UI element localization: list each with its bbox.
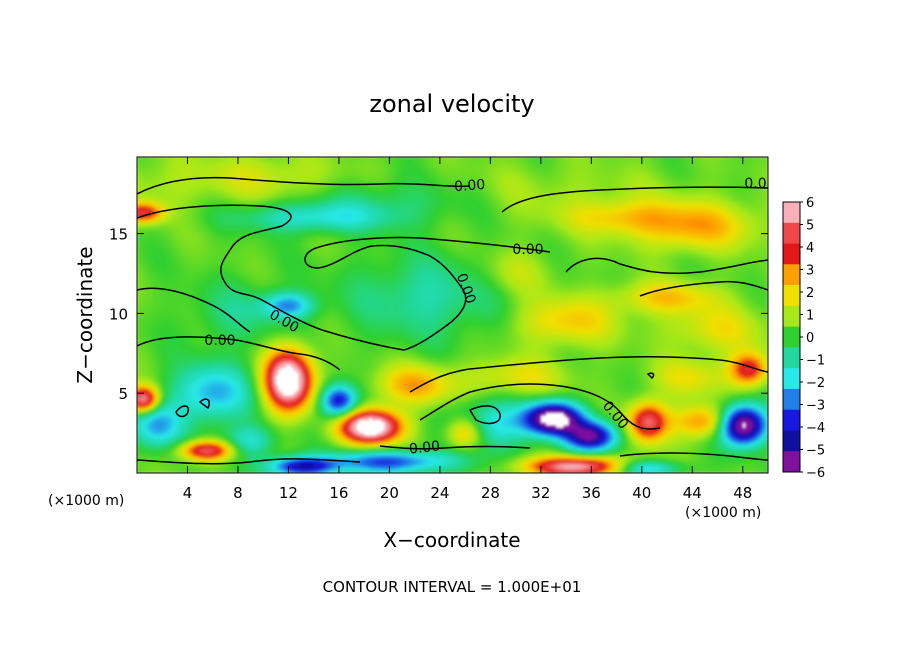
colorbar-swatch: [783, 305, 800, 328]
colorbar-tick-label: 2: [806, 286, 814, 301]
colorbar-swatch: [783, 409, 800, 431]
colorbar-tick-label: 0: [806, 331, 814, 346]
colorbar-swatch: [783, 347, 800, 369]
colorbar-swatch: [783, 285, 800, 307]
x-tick-label: 36: [582, 484, 601, 502]
zero-contour-lines: [137, 176, 768, 465]
chart-title: zonal velocity: [369, 90, 534, 118]
plot-area: 0.000.000.000.000.000.000.000.00: [137, 157, 775, 473]
x-tick-label: 20: [380, 484, 399, 502]
colorbar-tick-label: −5: [806, 444, 825, 459]
colorbar-tick-label: −4: [806, 421, 825, 436]
contour-label: 0.00: [408, 438, 441, 457]
colorbar-tick-label: −3: [806, 399, 825, 414]
colorbar-tick-label: 3: [806, 264, 814, 279]
colorbar-swatch: [783, 202, 800, 224]
plot-frame: [136, 156, 769, 474]
colorbar-tick-label: 4: [806, 241, 814, 256]
colorbar-tick-label: −6: [806, 466, 825, 481]
colorbar-swatch: [783, 368, 800, 390]
x-tick-label: 24: [430, 484, 449, 502]
x-tick-label: 44: [683, 484, 702, 502]
contour-label: 0.00: [512, 242, 543, 258]
x-unit-right: (×1000 m): [685, 505, 761, 521]
x-axis-label: X−coordinate: [383, 528, 520, 552]
y-tick-label: 5: [118, 385, 128, 403]
colorbar-tick-label: 5: [806, 219, 814, 234]
colorbar-tick-label: 6: [806, 196, 814, 211]
colorbar-tick-label: −2: [806, 376, 825, 391]
y-axis-label: Z−coordinate: [73, 246, 97, 383]
colorbar-swatch: [783, 451, 800, 473]
contour-label: 0.00: [204, 333, 235, 349]
y-axis: 5 10 15: [109, 226, 768, 403]
colorbar-swatch: [783, 430, 800, 452]
x-tick-label: 48: [733, 484, 752, 502]
colorbar-swatch: [783, 326, 800, 348]
heatmap-field: [137, 157, 768, 473]
y-tick-label: 15: [109, 226, 128, 244]
colorbar-swatch: [783, 243, 800, 265]
colorbar-swatch: [783, 222, 800, 245]
colorbar: 6 5 4 3 2 1 0 −1 −2 −3 −4 −5 −6: [782, 196, 825, 481]
y-tick-label: 10: [109, 305, 128, 323]
colorbar-tick-label: −1: [806, 354, 825, 369]
x-unit-left: (×1000 m): [48, 493, 124, 509]
x-tick-label: 40: [632, 484, 651, 502]
colorbar-tick-label: 1: [806, 309, 814, 324]
x-tick-label: 8: [233, 484, 243, 502]
x-axis: 4 8 12 16 20 24 28 32 36 40 44 48: [183, 157, 752, 502]
contour-label: 0.00: [454, 177, 486, 195]
x-tick-label: 28: [481, 484, 500, 502]
x-tick-label: 16: [329, 484, 348, 502]
x-tick-label: 32: [531, 484, 550, 502]
colorbar-swatch: [783, 388, 800, 411]
contour-label: 0.00: [744, 176, 775, 192]
colorbar-swatch: [783, 264, 800, 286]
contour-interval-note: CONTOUR INTERVAL = 1.000E+01: [323, 578, 582, 596]
x-tick-label: 12: [279, 484, 298, 502]
x-tick-label: 4: [183, 484, 193, 502]
